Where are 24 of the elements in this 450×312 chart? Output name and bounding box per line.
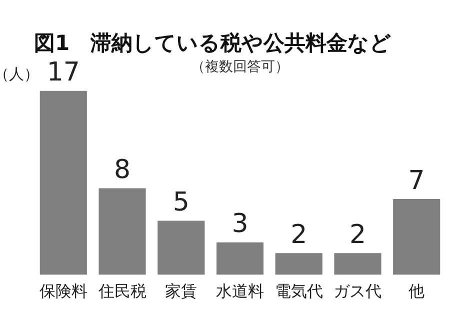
x-tick-label: 家賃: [165, 282, 198, 301]
chart-title: 図1 滞納している税や公共料金など: [34, 31, 392, 56]
bar: [334, 253, 382, 275]
data-label: 2: [349, 220, 366, 250]
chart-subtitle: （複数回答可）: [191, 59, 289, 76]
bar: [98, 188, 146, 275]
bar: [393, 199, 440, 275]
y-axis-title: （人）: [0, 65, 39, 84]
x-tick-label: ガス代: [334, 282, 382, 301]
data-label: 8: [114, 154, 131, 185]
data-label: 17: [46, 58, 80, 88]
bar: [40, 90, 87, 275]
data-label: 5: [172, 187, 190, 218]
x-tick-label: 他: [408, 282, 425, 301]
x-tick-label: 保険料: [39, 282, 88, 301]
data-label: 2: [290, 220, 308, 250]
x-tick-label: 水道料: [216, 282, 264, 301]
x-tick-label: 住民税: [97, 282, 146, 301]
bar: [216, 242, 264, 275]
bar: [158, 220, 205, 275]
data-label: 3: [232, 209, 248, 240]
bar: [275, 253, 322, 275]
x-tick-label: 電気代: [274, 282, 323, 301]
data-label: 7: [408, 166, 425, 196]
